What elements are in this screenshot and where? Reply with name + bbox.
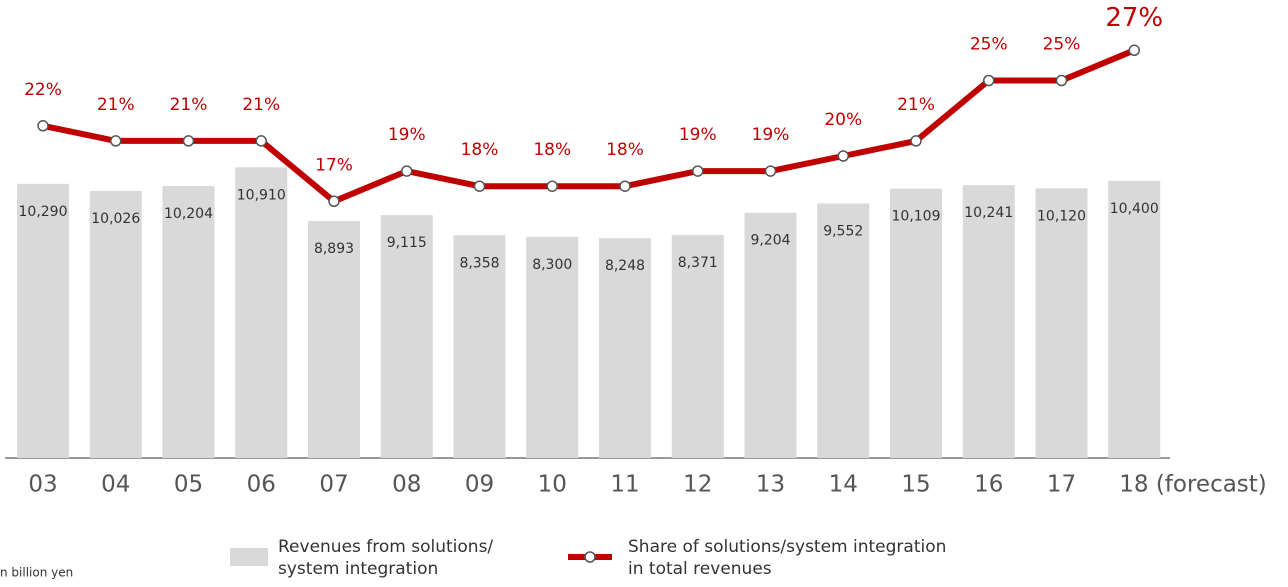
line-marker bbox=[473, 180, 486, 192]
line-marker bbox=[764, 165, 777, 177]
x-tick-label: 07 bbox=[319, 472, 348, 498]
line-value-label: 18% bbox=[461, 140, 499, 160]
line-value-label: 19% bbox=[679, 125, 717, 145]
bar bbox=[526, 236, 579, 458]
bar-value-label: 10,290 bbox=[19, 204, 68, 220]
bar bbox=[1108, 180, 1161, 458]
x-tick-label: 09 bbox=[465, 472, 494, 498]
line-marker bbox=[182, 135, 195, 147]
line-marker bbox=[1055, 74, 1068, 87]
line-value-label: 25% bbox=[970, 35, 1008, 55]
line-marker bbox=[546, 180, 558, 192]
line-value-label: 21% bbox=[170, 95, 208, 115]
bar bbox=[817, 203, 870, 458]
x-tick-label: 10 bbox=[538, 472, 567, 498]
x-tick-label: 14 bbox=[829, 472, 858, 498]
legend-swatch-bar bbox=[230, 548, 268, 566]
x-tick-label: 03 bbox=[28, 472, 57, 498]
line-marker bbox=[983, 74, 995, 87]
x-tick-label: 18 (forecast) bbox=[1119, 472, 1267, 498]
line-marker bbox=[401, 165, 413, 177]
bar bbox=[89, 190, 142, 458]
line-value-label: 22% bbox=[24, 80, 62, 100]
bar bbox=[453, 235, 506, 458]
line-value-label: 19% bbox=[388, 125, 426, 145]
bar-value-label: 9,115 bbox=[387, 235, 427, 251]
line-value-label: 27% bbox=[1105, 3, 1163, 33]
bar bbox=[1035, 188, 1088, 458]
bar bbox=[890, 188, 942, 458]
line-marker bbox=[619, 180, 631, 192]
bar-value-label: 8,358 bbox=[459, 255, 499, 271]
line-value-label: 21% bbox=[242, 95, 280, 115]
bar-value-label: 10,241 bbox=[964, 205, 1013, 221]
x-tick-label: 13 bbox=[756, 472, 785, 498]
legend-marker bbox=[584, 551, 596, 563]
bar-value-label: 8,300 bbox=[532, 257, 572, 273]
line-value-label: 19% bbox=[752, 125, 790, 145]
line-marker bbox=[255, 135, 267, 147]
line-value-label: 21% bbox=[897, 95, 935, 115]
bar-value-label: 10,204 bbox=[164, 206, 213, 222]
bar-value-label: 10,026 bbox=[91, 211, 140, 227]
bar-value-label: 9,552 bbox=[823, 223, 863, 239]
bar-value-label: 8,371 bbox=[678, 255, 718, 271]
bar bbox=[308, 221, 360, 458]
legend-line-label: Share of solutions/system integration in… bbox=[628, 537, 947, 579]
bar bbox=[380, 215, 433, 458]
line-value-label: 18% bbox=[533, 140, 571, 160]
line-value-label: 25% bbox=[1043, 35, 1081, 55]
bar-value-label: 10,910 bbox=[237, 187, 286, 203]
x-tick-label: 06 bbox=[247, 472, 276, 498]
line-marker bbox=[837, 150, 849, 162]
bar bbox=[671, 234, 724, 458]
unit-note: n billion yen bbox=[0, 566, 73, 580]
bar-value-label: 8,893 bbox=[314, 241, 354, 257]
legend-bar-label: Revenues from solutions/ system integrat… bbox=[278, 537, 494, 579]
line-value-label: 18% bbox=[606, 140, 644, 160]
bar bbox=[599, 238, 651, 458]
line-marker bbox=[910, 135, 922, 147]
x-tick-label: 12 bbox=[683, 472, 712, 498]
share-line bbox=[42, 47, 1136, 205]
x-tick-label: 05 bbox=[174, 472, 203, 498]
bar bbox=[162, 186, 215, 458]
bar-value-label: 8,248 bbox=[605, 258, 645, 274]
x-tick-label: 08 bbox=[392, 472, 421, 498]
bar-value-label: 10,120 bbox=[1037, 208, 1086, 224]
line-value-label: 21% bbox=[97, 95, 135, 115]
line-marker bbox=[110, 135, 122, 147]
line-value-label: 17% bbox=[315, 155, 353, 175]
line-marker bbox=[37, 120, 49, 132]
bar-value-label: 9,204 bbox=[750, 233, 790, 249]
x-tick-label: 04 bbox=[101, 472, 130, 498]
bar bbox=[744, 212, 797, 458]
x-tick-label: 15 bbox=[901, 472, 930, 498]
line-marker bbox=[692, 165, 704, 177]
bar-value-label: 10,109 bbox=[892, 209, 941, 225]
line-marker bbox=[328, 195, 340, 208]
line-value-label: 20% bbox=[824, 110, 862, 130]
bar-value-label: 10,400 bbox=[1110, 201, 1159, 217]
line-marker bbox=[1128, 44, 1140, 57]
bar bbox=[962, 185, 1015, 458]
bar bbox=[235, 167, 288, 459]
x-tick-label: 17 bbox=[1047, 472, 1076, 498]
bar bbox=[17, 183, 69, 458]
x-tick-label: 11 bbox=[610, 472, 639, 498]
x-tick-label: 16 bbox=[974, 472, 1003, 498]
